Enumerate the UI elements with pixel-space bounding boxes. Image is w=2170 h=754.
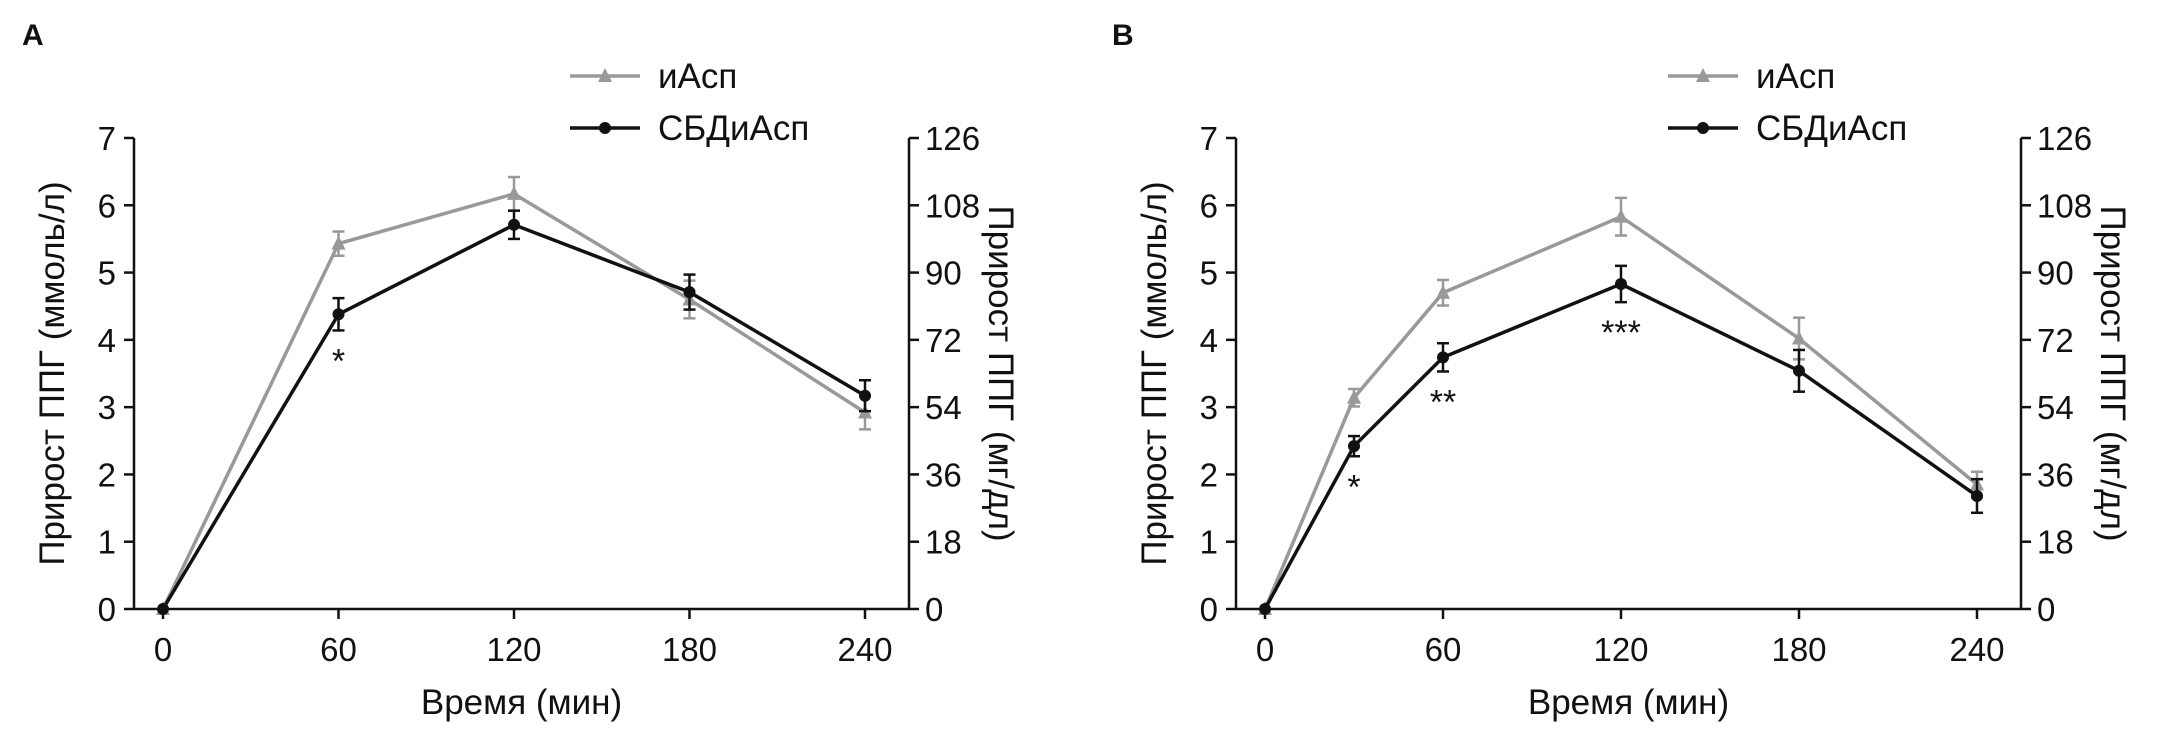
y-tick-label-right: 0 xyxy=(925,591,943,628)
data-point xyxy=(1259,603,1271,615)
y-tick-label-left: 5 xyxy=(98,255,116,292)
y-tick-label-left: 3 xyxy=(98,389,116,426)
data-point xyxy=(1437,351,1449,364)
legend-marker xyxy=(1696,68,1710,82)
data-point xyxy=(1347,389,1361,404)
y-tick-label-right: 18 xyxy=(925,524,962,561)
significance-marker: ** xyxy=(1430,383,1456,421)
y-tick-label-right: 54 xyxy=(925,389,962,426)
y-tick-label-right: 108 xyxy=(2037,187,2092,224)
y-tick-label-left: 4 xyxy=(98,322,116,359)
panel-label: A xyxy=(22,19,44,52)
x-axis-label: Время (мин) xyxy=(1528,683,1729,722)
data-point xyxy=(507,185,521,200)
y-axis-label-right: Прирост ППГ (мг/дл) xyxy=(2093,205,2132,541)
y-tick-label-right: 126 xyxy=(2037,120,2092,157)
data-point xyxy=(1436,284,1450,299)
series-line xyxy=(161,191,866,610)
panel-a: A 0 1 2 3 4 5 6 7 0 18 36 54 72 90 108 126 0 60 120 180 240 Вр… xyxy=(22,19,1020,722)
series-line xyxy=(1263,214,1979,610)
y-tick-label-left: 0 xyxy=(98,591,116,628)
y-tick-label-left: 6 xyxy=(98,187,116,224)
y-tick-label-left: 6 xyxy=(1200,187,1218,224)
legend-label: СБДиАсп xyxy=(658,109,809,148)
series-line xyxy=(1263,282,1979,610)
x-tick-label: 0 xyxy=(1256,631,1274,668)
y-tick-label-left: 7 xyxy=(98,120,116,157)
panel-label: B xyxy=(1112,19,1134,52)
data-point xyxy=(1348,440,1360,453)
x-tick-label: 120 xyxy=(1593,631,1648,668)
y-tick-label-left: 2 xyxy=(98,456,116,493)
legend-label: СБДиАсп xyxy=(1756,109,1907,148)
y-tick-label-left: 3 xyxy=(1200,389,1218,426)
y-tick-label-right: 0 xyxy=(2037,591,2055,628)
data-point xyxy=(1793,364,1805,377)
y-tick-label-right: 18 xyxy=(2037,524,2074,561)
y-tick-label-right: 54 xyxy=(2037,389,2074,426)
y-tick-label-left: 0 xyxy=(1200,591,1218,628)
x-tick-label: 240 xyxy=(1949,631,2004,668)
data-point xyxy=(1614,208,1628,223)
y-tick-label-right: 126 xyxy=(925,120,980,157)
y-tick-label-left: 2 xyxy=(1200,456,1218,493)
x-tick-label: 180 xyxy=(662,631,717,668)
significance-marker: *** xyxy=(1601,314,1641,352)
y-tick-label-right: 72 xyxy=(2037,322,2074,359)
y-tick-label-left: 5 xyxy=(1200,255,1218,292)
x-tick-label: 120 xyxy=(486,631,541,668)
legend-marker xyxy=(598,68,612,82)
legend-label: иАсп xyxy=(1756,57,1835,96)
significance-marker: * xyxy=(1347,468,1360,506)
significance-marker: * xyxy=(332,342,345,380)
y-tick-label-right: 90 xyxy=(2037,255,2074,292)
series-sbdiasp: СБДиАсп xyxy=(1259,109,1983,615)
data-point xyxy=(508,218,520,231)
data-point xyxy=(157,603,169,615)
data-point xyxy=(1792,330,1806,345)
x-tick-label: 60 xyxy=(1425,631,1462,668)
y-tick-label-left: 1 xyxy=(1200,524,1218,561)
data-point xyxy=(1615,278,1627,291)
y-tick-label-right: 108 xyxy=(925,187,980,224)
y-tick-label-left: 1 xyxy=(98,524,116,561)
y-axis-label-right: Прирост ППГ (мг/дл) xyxy=(981,205,1020,541)
data-point xyxy=(331,235,346,250)
series-line xyxy=(161,222,866,610)
series-iasp: иАсп xyxy=(156,57,872,615)
x-tick-label: 180 xyxy=(1771,631,1826,668)
y-tick-label-left: 4 xyxy=(1200,322,1218,359)
y-tick-label-left: 7 xyxy=(1200,120,1218,157)
data-point xyxy=(859,389,871,402)
data-point xyxy=(332,308,345,321)
y-tick-label-right: 36 xyxy=(925,456,962,493)
y-axis-label-left: Прирост ППГ (ммоль/л) xyxy=(1135,181,1174,565)
legend-marker xyxy=(599,122,611,134)
data-point xyxy=(1971,489,1983,502)
series-sbdiasp: СБДиАсп xyxy=(157,109,871,615)
x-tick-label: 0 xyxy=(154,631,172,668)
x-axis-label: Время (мин) xyxy=(421,683,622,722)
y-axis-label-left: Прирост ППГ (ммоль/л) xyxy=(33,181,72,565)
y-tick-label-right: 90 xyxy=(925,255,962,292)
legend-label: иАсп xyxy=(658,57,737,96)
x-tick-label: 240 xyxy=(837,631,892,668)
x-tick-label: 60 xyxy=(320,631,357,668)
data-point xyxy=(683,286,696,299)
legend-marker xyxy=(1697,122,1709,134)
y-tick-label-right: 36 xyxy=(2037,456,2074,493)
panel-b: B 0 1 2 3 4 5 6 7 0 18 36 54 72 90 108 126 0 60 120 180 240 Вр… xyxy=(1112,19,2132,722)
y-tick-label-right: 72 xyxy=(925,322,962,359)
